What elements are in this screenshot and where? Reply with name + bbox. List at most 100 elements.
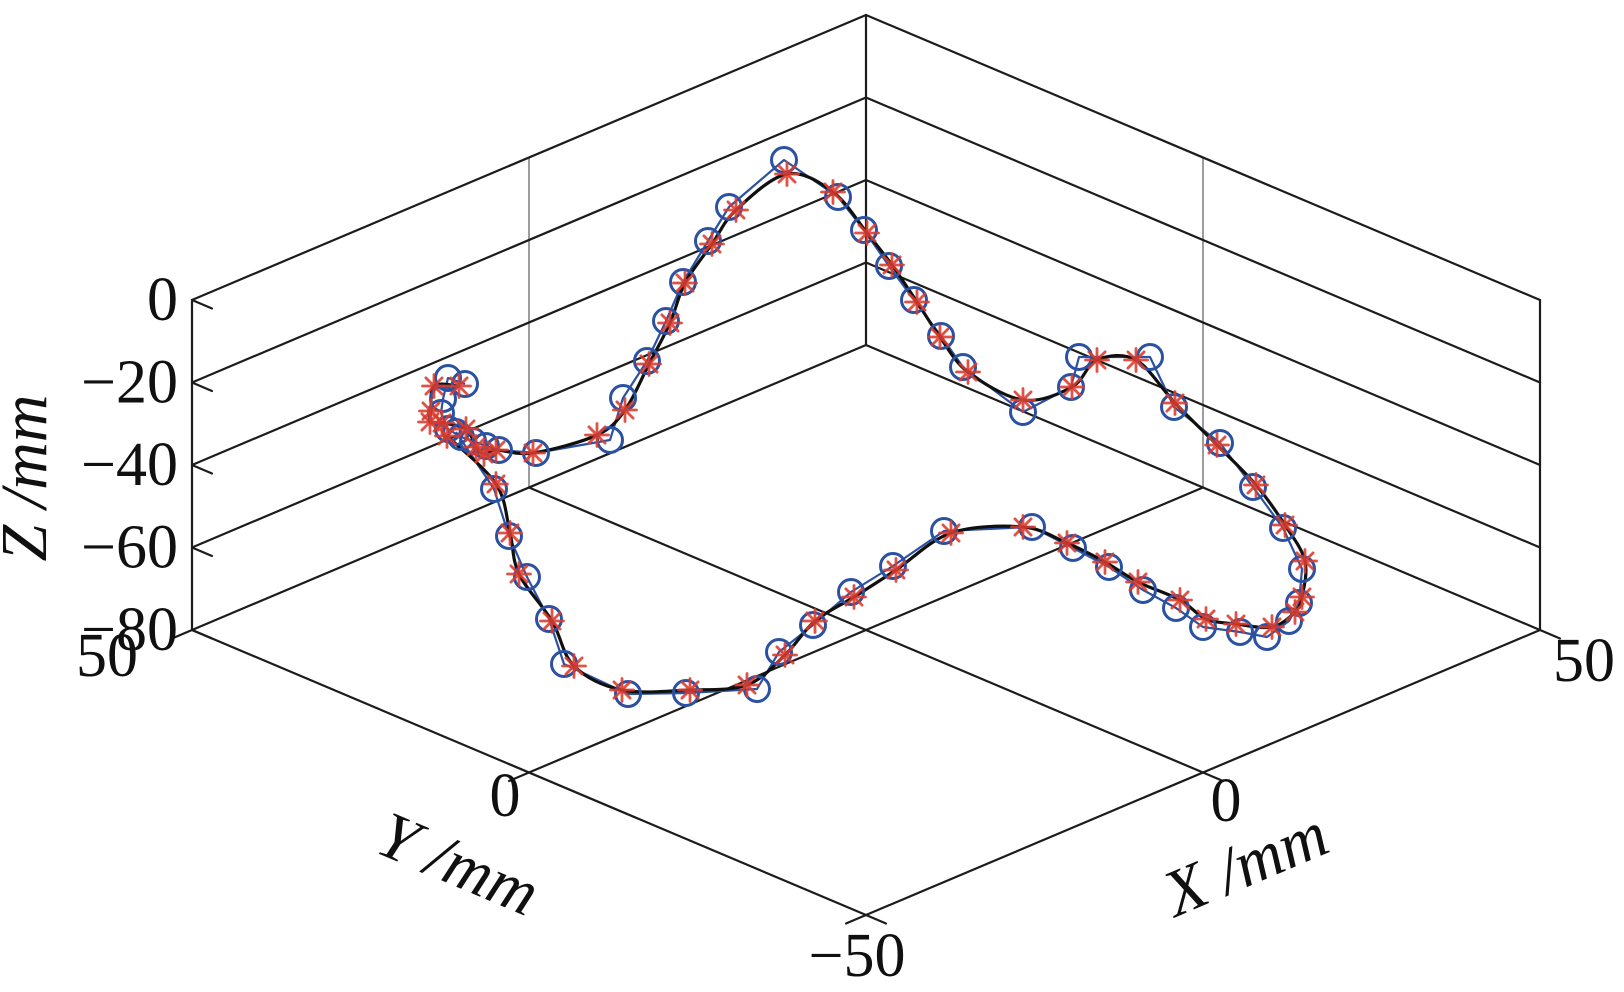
asterisk-marker <box>506 561 532 587</box>
circle-marker <box>930 517 958 545</box>
circle-marker <box>633 347 661 375</box>
asterisk-markers <box>417 161 1318 703</box>
x-tick-mark <box>864 913 888 925</box>
asterisk-marker <box>774 161 800 187</box>
z-tick-mark <box>190 546 214 558</box>
y-tick-label: 0 <box>490 762 521 830</box>
circle-marker <box>672 679 700 707</box>
y-tick-mark <box>170 628 194 640</box>
asterisk-marker <box>434 423 460 449</box>
asterisk-marker <box>927 324 953 350</box>
y-tick-label: 50 <box>76 622 138 690</box>
asterisk-marker <box>657 310 683 336</box>
asterisk-marker <box>672 270 698 296</box>
circle-marker <box>451 370 479 398</box>
circle-marker <box>1239 473 1267 501</box>
circle-marker <box>1253 623 1281 651</box>
asterisk-marker <box>1223 611 1249 637</box>
asterisk-marker <box>520 440 546 466</box>
asterisk-marker <box>1059 374 1085 400</box>
asterisk-marker <box>1243 472 1269 498</box>
asterisk-marker <box>854 220 880 246</box>
asterisk-marker <box>584 422 610 448</box>
asterisk-marker <box>1010 514 1036 540</box>
circle-marker <box>1095 553 1123 581</box>
circle-marker <box>1269 514 1297 542</box>
z-tick-label: −40 <box>81 431 178 499</box>
left-wall-gridline <box>190 96 868 384</box>
asterisk-marker <box>1259 614 1285 640</box>
asterisk-marker <box>497 520 523 546</box>
x-tick-mark <box>1538 628 1562 640</box>
z-tick-label: −60 <box>81 514 178 582</box>
asterisk-marker <box>612 397 638 423</box>
asterisk-marker <box>879 252 905 278</box>
asterisk-marker <box>904 289 930 315</box>
x-tick-label: 50 <box>1553 627 1615 695</box>
circle-marker <box>434 364 462 392</box>
floor-gridline-y0 <box>527 486 1205 774</box>
circle-marker <box>837 578 865 606</box>
z-tick-label: −80 <box>81 596 178 664</box>
z-tick-label: 0 <box>147 266 178 334</box>
circle-marker <box>765 638 793 666</box>
asterisk-marker <box>609 677 635 703</box>
x-axis-title: X /mm <box>1150 797 1338 932</box>
z-tick-mark <box>190 628 214 640</box>
right-wall-gridline <box>864 178 1542 467</box>
asterisk-marker <box>1084 347 1110 373</box>
z-axis-title: Z /mm <box>0 395 61 562</box>
x-tick-mark <box>1201 771 1225 783</box>
asterisk-marker <box>1292 548 1318 574</box>
asterisk-marker <box>561 653 587 679</box>
z-tick-mark <box>190 381 214 393</box>
circle-marker <box>850 216 878 244</box>
circle-marker <box>824 183 852 211</box>
asterisk-marker <box>1054 530 1080 556</box>
y-tick-label: −50 <box>809 922 906 990</box>
asterisk-marker <box>1123 347 1149 373</box>
right-wall-gridline <box>864 13 1542 302</box>
asterisk-marker <box>723 197 749 223</box>
asterisk-marker <box>699 231 725 257</box>
circle-marker <box>715 193 743 221</box>
y-tick-mark <box>507 771 531 783</box>
asterisk-marker <box>1167 587 1193 613</box>
asterisk-marker <box>1162 390 1188 416</box>
wall-grid <box>190 13 1542 632</box>
asterisk-marker <box>1092 549 1118 575</box>
asterisk-marker <box>1204 432 1230 458</box>
asterisk-marker <box>483 437 509 463</box>
circle-marker <box>799 611 827 639</box>
left-wall-gridline <box>190 261 868 549</box>
axis-ticks <box>170 298 1562 925</box>
circle-marker <box>535 605 563 633</box>
right-wall-gridline <box>864 96 1542 384</box>
asterisk-marker <box>820 179 846 205</box>
asterisk-marker <box>1282 599 1308 625</box>
asterisk-marker <box>429 410 455 436</box>
asterisk-marker <box>1193 606 1219 632</box>
asterisk-marker <box>938 520 964 546</box>
asterisk-marker <box>841 584 867 610</box>
left-wall-gridline <box>190 178 868 467</box>
circle-marker <box>879 552 907 580</box>
z-tick-label: −20 <box>81 349 178 417</box>
circle-marker <box>1065 343 1093 371</box>
right-wall-gridline <box>864 261 1542 549</box>
asterisk-marker <box>802 608 828 634</box>
asterisk-marker <box>734 672 760 698</box>
z-tick-mark <box>190 463 214 475</box>
asterisk-marker <box>772 642 798 668</box>
asterisk-marker <box>883 557 909 583</box>
x-tick-label: 0 <box>1211 767 1242 835</box>
y-tick-mark <box>844 913 868 925</box>
asterisk-marker <box>1010 387 1036 413</box>
asterisk-marker <box>1125 569 1151 595</box>
circle-marker <box>480 475 508 503</box>
circle-marker <box>949 353 977 381</box>
circle-marker <box>614 680 642 708</box>
left-wall-gridline <box>190 13 868 302</box>
